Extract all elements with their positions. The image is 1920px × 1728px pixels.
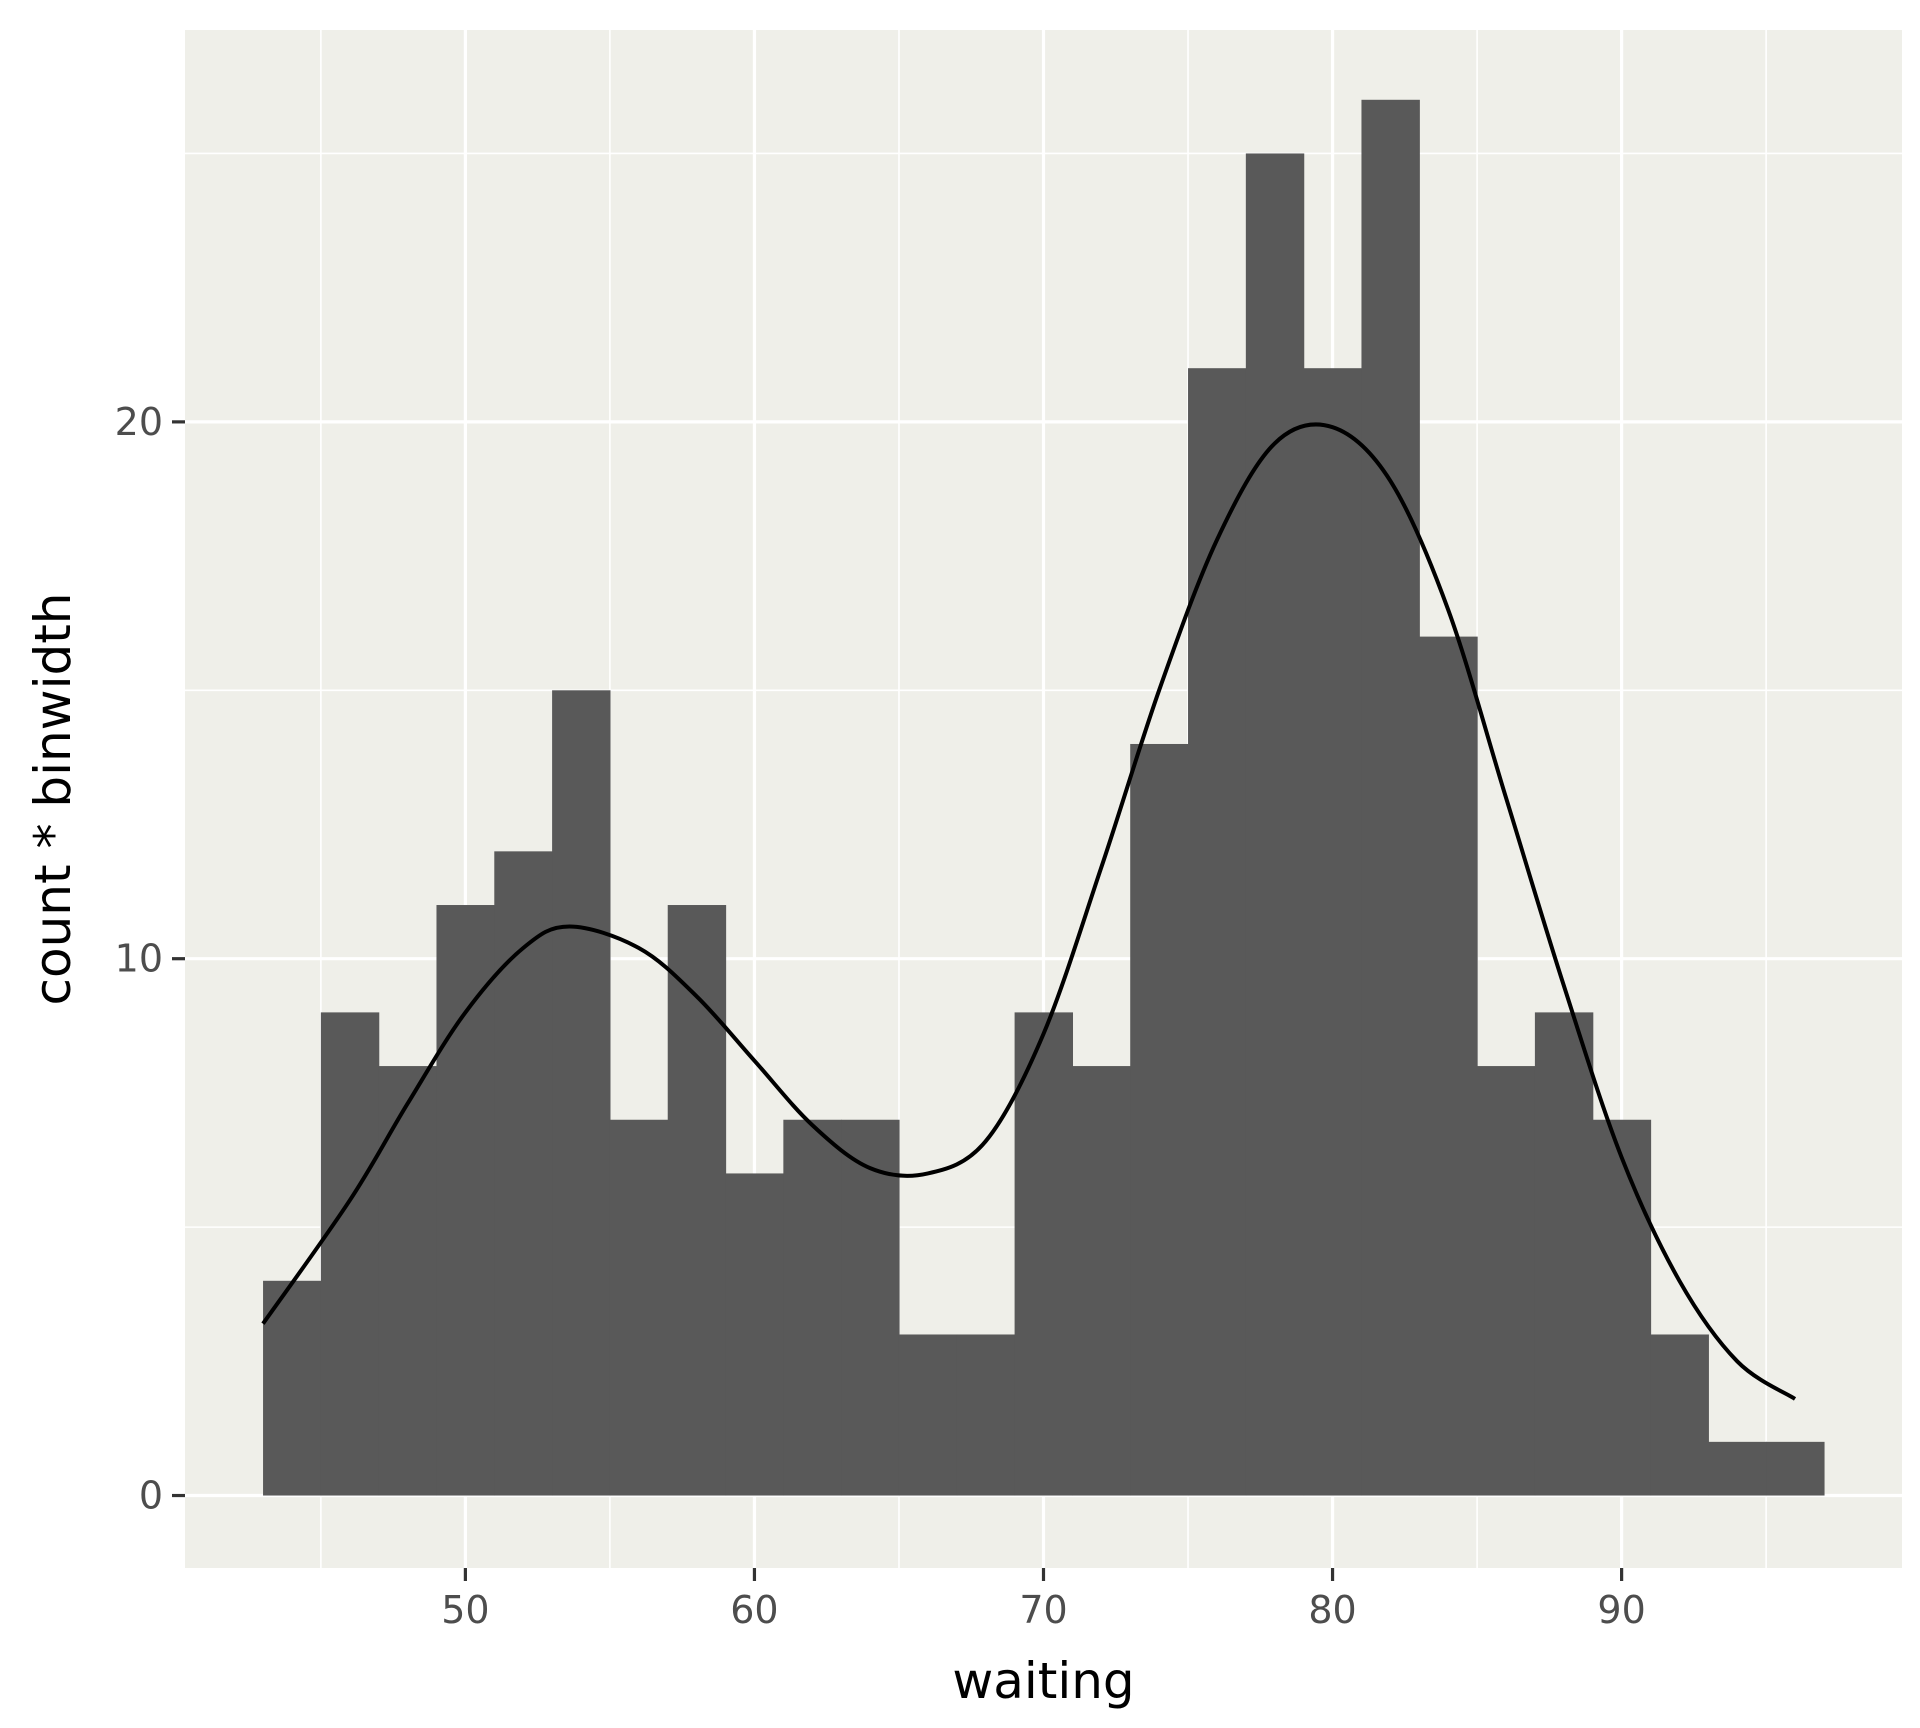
histogram-bar <box>667 905 727 1496</box>
x-tick-label: 80 <box>1308 1588 1356 1632</box>
histogram-bar <box>956 1334 1016 1496</box>
histogram-bar <box>841 1119 900 1496</box>
histogram-bar <box>263 1280 322 1496</box>
x-axis-title: waiting <box>952 1652 1134 1710</box>
histogram-bar <box>1650 1334 1709 1496</box>
y-tick-label: 0 <box>139 1474 163 1518</box>
histogram-bar <box>1188 368 1247 1496</box>
histogram-bar <box>609 1119 669 1496</box>
histogram-bar <box>552 690 611 1496</box>
y-tick-label: 10 <box>115 937 163 981</box>
histogram-bar <box>1303 368 1363 1496</box>
x-axis: 50 60 70 80 90 <box>441 1568 1646 1632</box>
histogram-bar <box>378 1066 438 1496</box>
histogram-bar <box>1014 1012 1074 1496</box>
histogram-bar <box>1534 1012 1594 1496</box>
histogram-bars <box>263 99 1825 1496</box>
y-tick-label: 20 <box>115 400 163 444</box>
histogram-bar <box>1477 1066 1536 1496</box>
histogram-bar <box>725 1173 784 1496</box>
histogram-bar <box>783 1119 842 1496</box>
histogram-bar <box>320 1012 380 1496</box>
histogram-bar <box>1072 1066 1131 1496</box>
x-tick-label: 60 <box>730 1588 778 1632</box>
histogram-bar <box>494 851 553 1496</box>
histogram-bar <box>898 1334 958 1496</box>
histogram-bar <box>1592 1119 1652 1496</box>
x-tick-label: 70 <box>1019 1588 1067 1632</box>
histogram-bar <box>436 905 495 1496</box>
x-tick-label: 90 <box>1597 1588 1645 1632</box>
histogram-bar <box>1130 743 1189 1496</box>
histogram-bar <box>1361 99 1420 1496</box>
histogram-bar <box>1245 153 1305 1496</box>
histogram-bar <box>1708 1441 1767 1496</box>
x-tick-label: 50 <box>441 1588 489 1632</box>
histogram-bar <box>1766 1441 1825 1496</box>
y-axis-title: count * binwidth <box>24 593 82 1006</box>
density-curve <box>261 422 1797 1401</box>
histogram-bar <box>1419 636 1478 1496</box>
y-axis: 0 10 20 <box>115 400 185 1518</box>
